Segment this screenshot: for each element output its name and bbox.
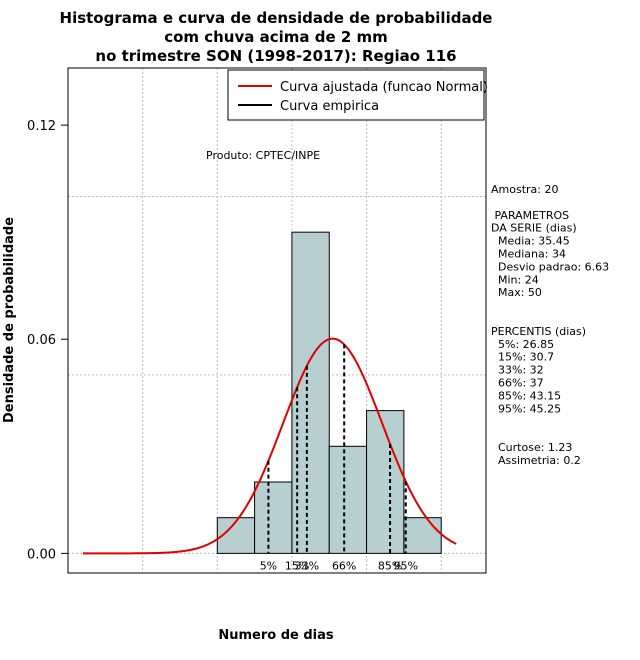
histogram-bar (328, 445, 368, 554)
title-line-3: no trimestre SON (1998-2017): Regiao 116 (95, 47, 456, 65)
stat-line: Desvio padrao: 6.63 (491, 260, 609, 273)
legend-label-empirical: Curva empirica (280, 99, 379, 114)
title-line-1: Histograma e curva de densidade de proba… (60, 9, 493, 27)
legend-box (227, 69, 485, 121)
legend-label-fitted: Curva ajustada (funcao Normal) (280, 80, 488, 95)
stat-line: 66%: 37 (491, 377, 544, 390)
stat-line: 95%: 45.25 (491, 402, 561, 415)
stat-line: Max: 50 (491, 286, 542, 299)
stat-line: Amostra: 20 (491, 183, 558, 196)
stat-line: Min: 24 (491, 273, 539, 286)
stat-line: Assimetria: 0.2 (491, 454, 581, 467)
percentile-label: 5% (260, 559, 277, 572)
percentile-label: 85% (378, 559, 402, 572)
stat-line: PERCENTIS (dias) (491, 325, 586, 338)
x-axis-label: Numero de dias (218, 628, 334, 643)
chart-title: Histograma e curva de densidade de proba… (60, 9, 493, 65)
stat-line: PARAMETROS (491, 209, 569, 222)
y-axis: 0.00 0.06 0.12 (27, 119, 68, 562)
y-tick-label: 0.06 (27, 333, 56, 348)
percentile-label: 66% (332, 559, 356, 572)
histogram-bar (254, 481, 293, 554)
percentile-label: 15% (285, 559, 309, 572)
y-tick-label: 0.12 (27, 119, 56, 134)
stat-line: Mediana: 34 (491, 248, 566, 261)
title-line-2: com chuva acima de 2 mm (164, 28, 388, 46)
percentile-markers: 5% 15%33% 66% 85%95% (260, 344, 418, 572)
stat-line: 15%: 30.7 (491, 351, 554, 364)
histogram-bars (216, 231, 442, 554)
percentile-label: 33% (295, 559, 319, 572)
stat-line: 85%: 43.15 (491, 389, 561, 402)
histogram-bar (403, 517, 442, 554)
plot-frame (67, 67, 487, 574)
stat-line: Curtose: 1.23 (491, 441, 572, 454)
histogram-bar (366, 410, 405, 554)
percentile-label: 95% (394, 559, 418, 572)
stat-line: 33%: 32 (491, 364, 544, 377)
stat-line: 5%: 26.85 (491, 338, 554, 351)
legend: Curva ajustada (funcao Normal) Curva emp… (227, 69, 488, 121)
stat-line: DA SERIE (dias) (491, 222, 577, 235)
normal-curve-line (82, 337, 457, 555)
product-annotation: Produto: CPTEC/INPE (206, 149, 320, 162)
y-axis-label: Densidade de probabilidade (2, 217, 17, 423)
histogram-bar (291, 231, 330, 554)
y-tick-label: 0.00 (27, 547, 56, 562)
stat-line: Media: 35.45 (491, 235, 570, 248)
fitted-curve (82, 337, 457, 555)
